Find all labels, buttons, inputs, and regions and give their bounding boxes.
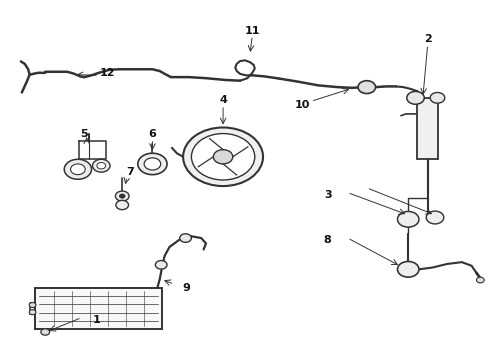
Text: 3: 3 [324, 190, 332, 200]
Text: 1: 1 [93, 315, 100, 325]
Circle shape [93, 159, 110, 172]
Text: 5: 5 [80, 129, 88, 139]
Text: 8: 8 [323, 235, 331, 245]
Circle shape [430, 93, 445, 103]
Circle shape [116, 201, 128, 210]
Circle shape [426, 211, 444, 224]
Circle shape [119, 194, 125, 198]
Circle shape [71, 164, 85, 175]
Circle shape [64, 159, 92, 179]
Text: 6: 6 [148, 129, 156, 139]
Text: 9: 9 [183, 283, 191, 293]
Circle shape [213, 150, 233, 164]
Circle shape [41, 329, 49, 335]
Circle shape [29, 310, 36, 315]
Text: 10: 10 [295, 100, 310, 110]
Circle shape [476, 277, 484, 283]
Bar [417, 98, 439, 158]
Circle shape [138, 153, 167, 175]
Circle shape [155, 261, 167, 269]
Circle shape [97, 162, 106, 169]
Circle shape [397, 211, 419, 227]
Circle shape [407, 91, 424, 104]
Circle shape [397, 261, 419, 277]
Circle shape [180, 234, 192, 242]
Circle shape [29, 302, 36, 307]
Bar [35, 288, 162, 329]
Circle shape [183, 127, 263, 186]
Text: 7: 7 [126, 167, 134, 177]
Text: 4: 4 [219, 95, 227, 105]
Circle shape [144, 158, 161, 170]
Circle shape [358, 81, 375, 94]
Text: 12: 12 [100, 68, 115, 78]
Text: 11: 11 [245, 26, 260, 36]
Circle shape [192, 134, 255, 180]
Text: 2: 2 [424, 34, 432, 44]
Circle shape [116, 191, 129, 201]
